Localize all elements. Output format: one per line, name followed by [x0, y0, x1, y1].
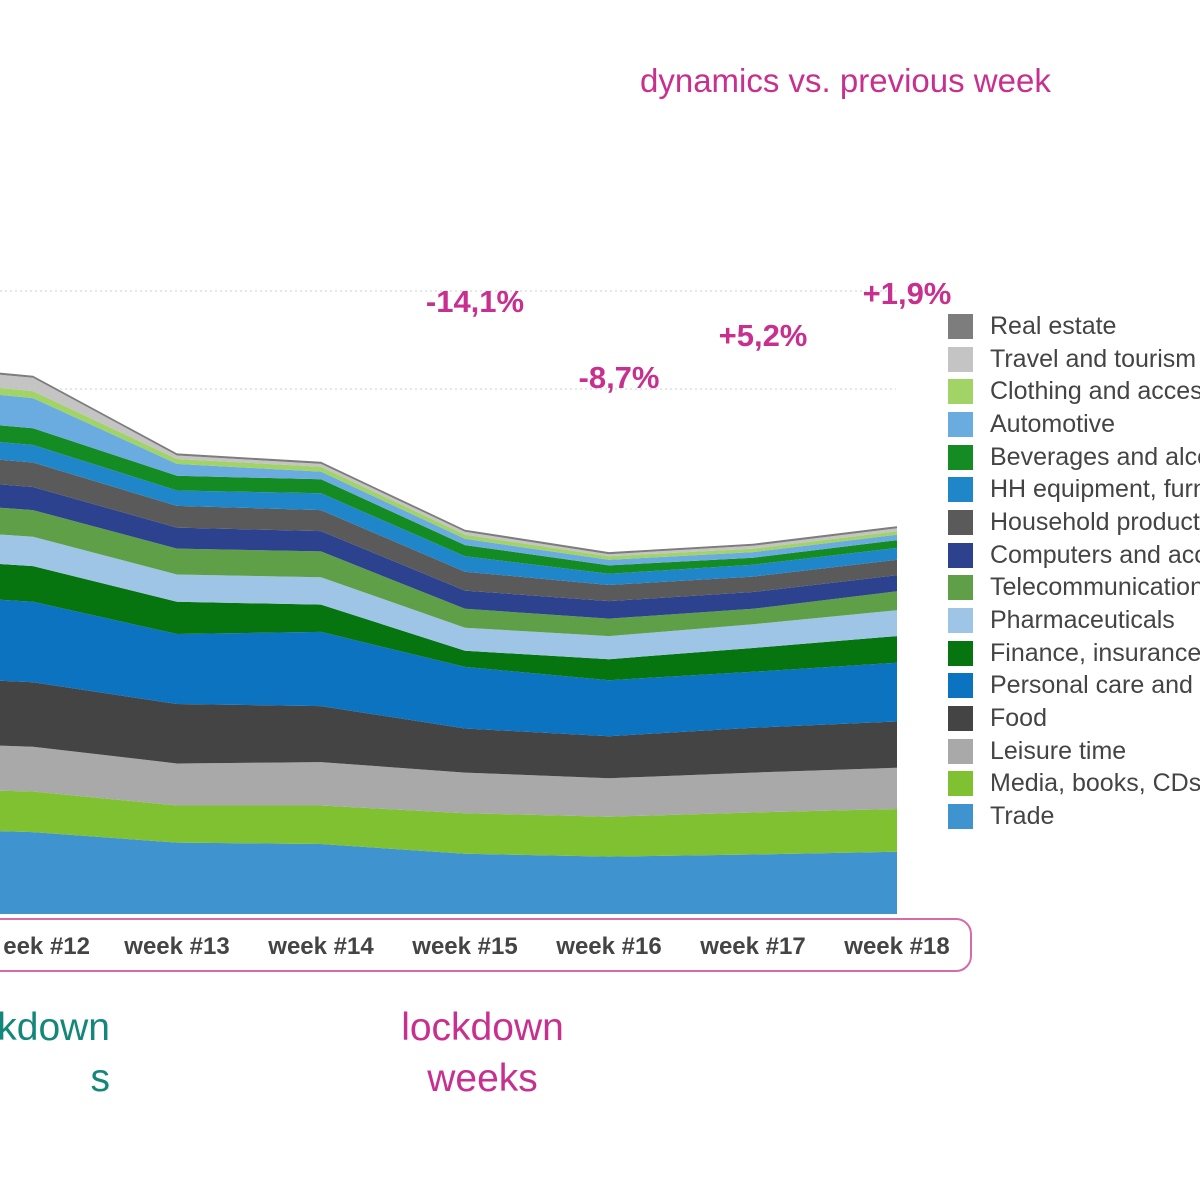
pre-lockdown-line-1: kdown	[0, 1006, 110, 1049]
legend-label: Clothing and accessories	[990, 377, 1200, 406]
legend-item: Trade	[948, 800, 1200, 833]
legend-swatch	[948, 640, 973, 666]
legend-swatch	[948, 509, 973, 535]
legend-label: Personal care and cosmetics	[990, 671, 1200, 700]
grid-lines	[0, 290, 896, 390]
x-tick-label: week #18	[843, 933, 949, 960]
week-axis-frame	[0, 918, 972, 972]
lockdown-line-2: weeks	[427, 1057, 538, 1100]
legend-label: Telecommunications	[990, 573, 1200, 602]
legend-swatch	[948, 706, 973, 732]
legend-swatch	[948, 379, 973, 405]
legend-label: Trade	[990, 802, 1055, 831]
area-telecommunications	[0, 507, 897, 637]
legend-swatch	[948, 608, 973, 634]
legend-swatch	[948, 575, 973, 601]
area-trade	[0, 831, 897, 914]
x-tick-label: eek #12	[3, 933, 90, 960]
legend-item: Media, books, CDs	[948, 768, 1200, 801]
legend-label: Automotive	[990, 409, 1116, 438]
area-hh-equipment-furniture	[0, 442, 897, 585]
legend-item: Travel and tourism	[948, 343, 1200, 376]
x-tick-label: week #15	[411, 933, 517, 960]
area-beverages-and-alcohol	[0, 425, 897, 574]
change-annotations: -14,1% -8,7% +5,2% +1,9%	[426, 276, 952, 395]
x-tick-label: week #13	[123, 933, 229, 960]
legend-swatch	[948, 477, 973, 503]
area-household-products	[0, 459, 897, 602]
legend-label: Real estate	[990, 311, 1117, 340]
legend-swatch	[948, 771, 973, 797]
pre-lockdown-label: kdown s	[0, 1002, 110, 1104]
legend-label: Travel and tourism	[990, 344, 1197, 373]
chart-subtitle: dynamics vs. previous week	[640, 62, 1051, 99]
annotation-week-16: -8,7%	[579, 360, 660, 395]
legend-swatch	[948, 444, 973, 470]
area-media-books-cds	[0, 790, 897, 857]
legend-item: Leisure time	[948, 735, 1200, 768]
area-computers-and-accessories	[0, 484, 897, 619]
lockdown-line-1: lockdown	[401, 1006, 564, 1049]
area-leisure-time	[0, 745, 897, 817]
legend-label: Food	[990, 704, 1047, 733]
legend-item: Beverages and alcohol	[948, 441, 1200, 474]
legend-label: Finance, insurance	[990, 638, 1200, 667]
legend-swatch	[948, 738, 973, 764]
x-tick-label: week #14	[267, 933, 374, 960]
legend-swatch	[948, 346, 973, 372]
legend-swatch	[948, 313, 973, 339]
legend-label: Household products	[990, 507, 1200, 536]
legend-swatch	[948, 804, 973, 830]
x-tick-label: week #16	[555, 933, 661, 960]
legend-swatch	[948, 542, 973, 568]
legend-swatch	[948, 673, 973, 699]
annotation-week-18: +1,9%	[863, 276, 952, 311]
legend-item: Household products	[948, 506, 1200, 539]
legend: Real estate Travel and tourism Clothing an…	[948, 310, 1200, 833]
area-food	[0, 680, 897, 779]
pre-lockdown-line-2: s	[90, 1057, 111, 1100]
legend-label: HH equipment, furniture	[990, 475, 1200, 504]
area-automotive	[0, 394, 897, 566]
legend-label: Computers and accessories	[990, 540, 1200, 569]
legend-item: Pharmaceuticals	[948, 604, 1200, 637]
area-series	[0, 372, 897, 914]
legend-item: Computers and accessories	[948, 539, 1200, 572]
lockdown-label: lockdown weeks	[360, 1002, 605, 1104]
legend-item: Automotive	[948, 408, 1200, 441]
legend-swatch	[948, 411, 973, 437]
legend-label: Leisure time	[990, 736, 1127, 765]
legend-label: Media, books, CDs	[990, 769, 1200, 798]
legend-item: Real estate	[948, 310, 1200, 343]
area-finance-insurance	[0, 564, 897, 681]
legend-item: Clothing and accessories	[948, 375, 1200, 408]
x-axis-ticks: eek #12 week #13 week #14 week #15 week #16 w…	[3, 933, 949, 960]
legend-item: Telecommunications	[948, 572, 1200, 605]
legend-item: HH equipment, furniture	[948, 473, 1200, 506]
legend-item: Finance, insurance	[948, 637, 1200, 670]
annotation-week-17: +5,2%	[719, 318, 808, 353]
legend-item: Personal care and cosmetics	[948, 670, 1200, 703]
legend-item: Food	[948, 702, 1200, 735]
legend-label: Pharmaceuticals	[990, 606, 1175, 635]
annotation-week-15: -14,1%	[426, 284, 524, 319]
x-tick-label: week #17	[699, 933, 805, 960]
area-clothing-and-accessories	[0, 387, 897, 560]
area-personal-care-and-cosmetics	[0, 599, 897, 737]
legend-label: Beverages and alcohol	[990, 442, 1200, 471]
area-pharmaceuticals	[0, 534, 897, 660]
